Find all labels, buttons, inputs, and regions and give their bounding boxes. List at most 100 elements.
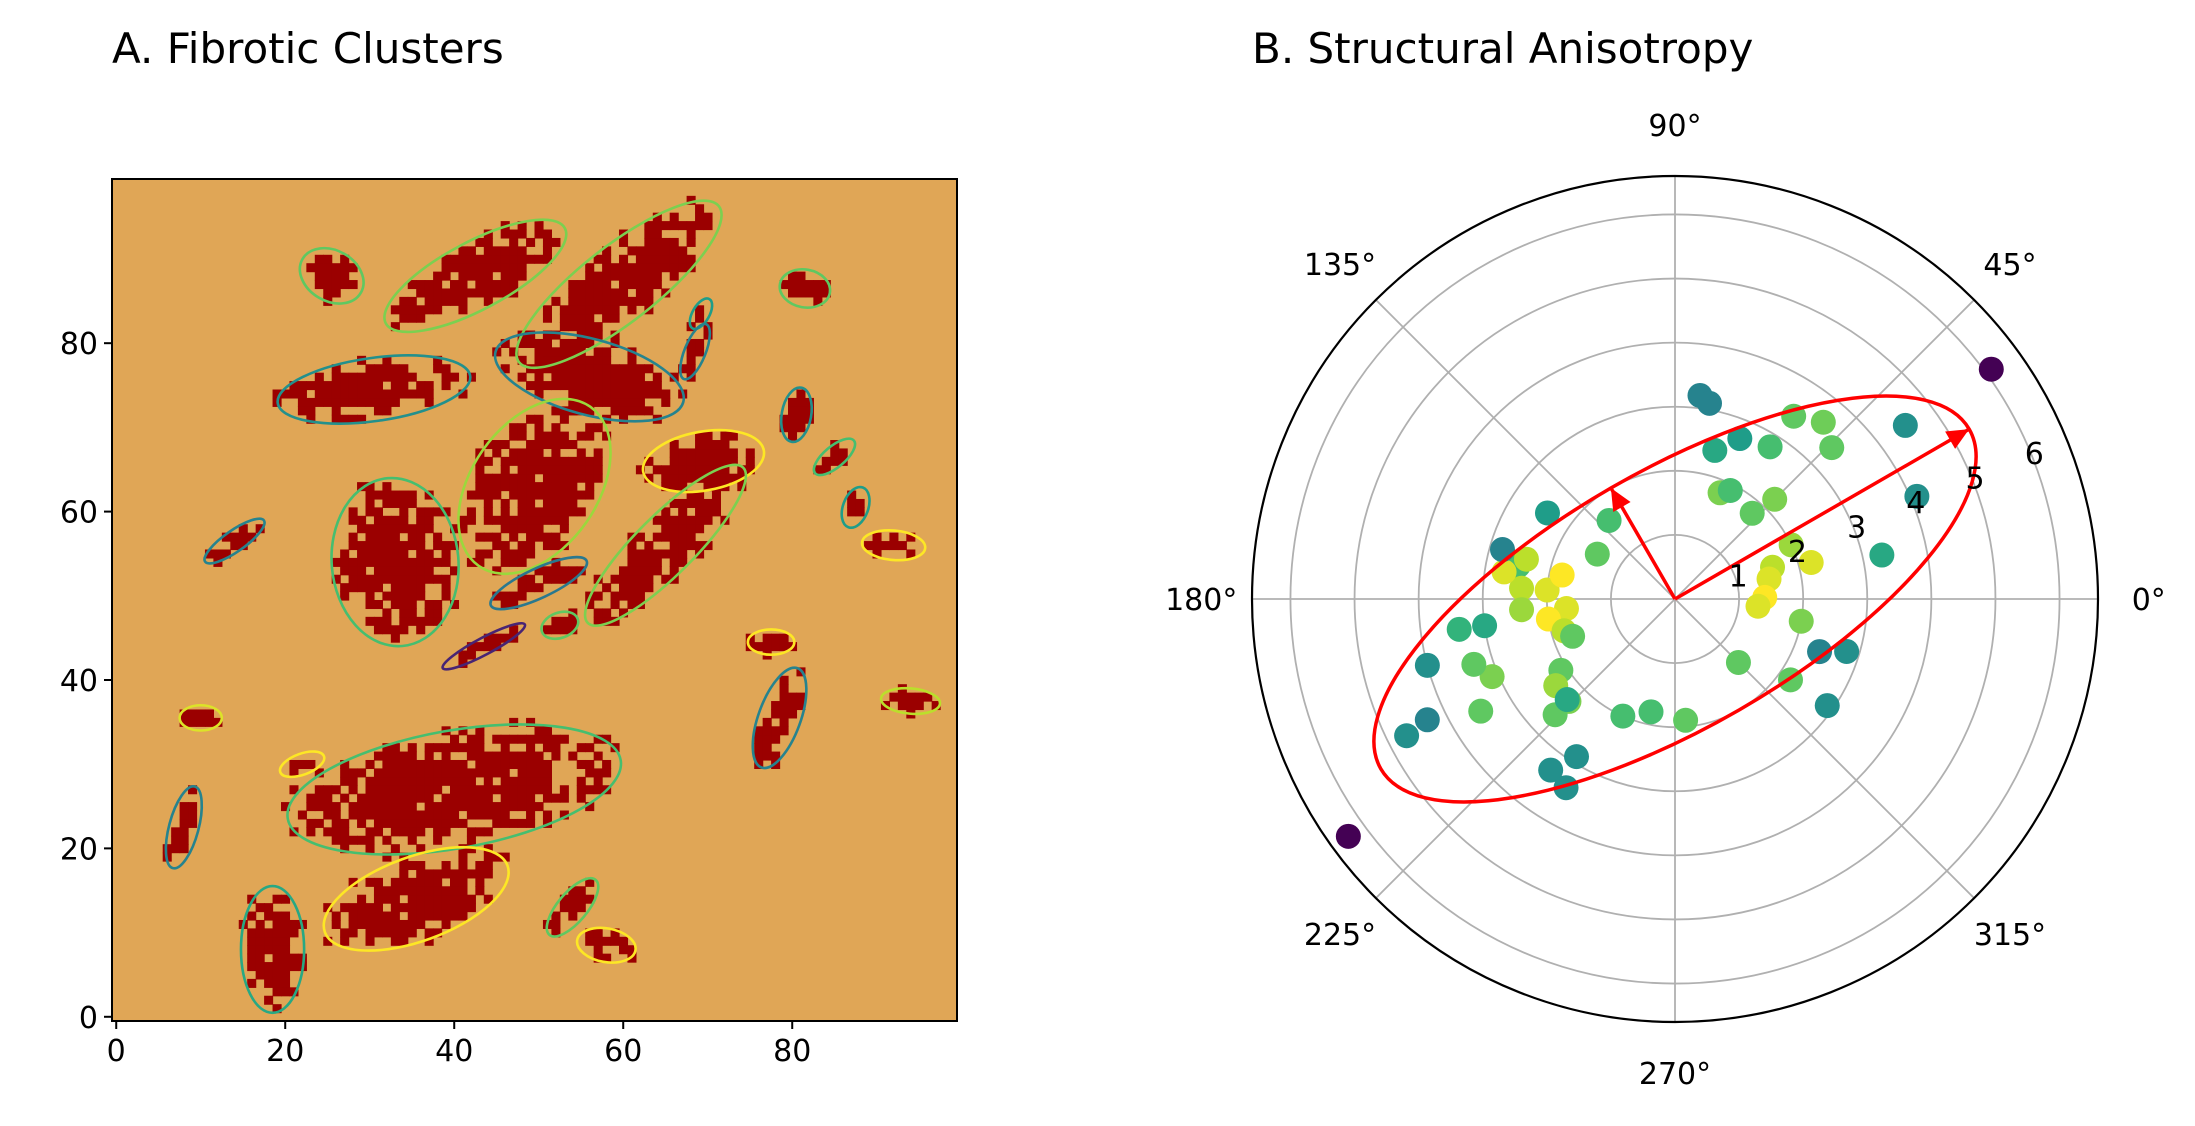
fibrosis-cell <box>576 886 586 896</box>
fibrosis-cell <box>500 759 510 769</box>
fibrosis-cell <box>669 212 679 222</box>
fibrosis-cell <box>517 431 527 441</box>
fibrosis-cell <box>458 886 468 896</box>
fibrosis-cell <box>500 802 510 812</box>
fibrosis-cell <box>661 482 671 492</box>
fibrosis-cell <box>585 928 595 938</box>
fibrosis-cell <box>619 280 629 290</box>
fibrosis-cell <box>551 237 561 247</box>
fibrosis-cell <box>458 894 468 904</box>
fibrosis-cell <box>407 928 417 938</box>
fibrosis-cell <box>669 473 679 483</box>
fibrosis-cell <box>450 877 460 887</box>
fibrosis-cell <box>568 465 578 475</box>
fibrosis-cell <box>416 566 426 576</box>
fibrosis-cell <box>619 397 629 407</box>
fibrosis-cell <box>517 372 527 382</box>
fibrosis-cell <box>686 195 696 205</box>
fibrosis-cell <box>788 692 798 702</box>
fibrosis-cell <box>500 793 510 803</box>
fibrosis-cell <box>492 591 502 601</box>
fibrosis-cell <box>357 793 367 803</box>
fibrosis-cell <box>602 280 612 290</box>
fibrosis-cell <box>492 633 502 643</box>
fibrosis-cell <box>534 524 544 534</box>
fibrosis-cell <box>593 423 603 433</box>
fibrosis-cell <box>314 372 324 382</box>
fibrosis-cell <box>373 372 383 382</box>
fibrosis-cell <box>661 221 671 231</box>
fibrosis-cell <box>880 541 890 551</box>
fibrosis-cell <box>652 549 662 559</box>
fibrosis-cell <box>559 894 569 904</box>
fibrosis-cell <box>424 549 434 559</box>
fibrosis-cell <box>390 498 400 508</box>
fibrosis-cell <box>441 288 451 298</box>
fibrosis-cell <box>559 785 569 795</box>
fibrosis-cell <box>644 280 654 290</box>
fibrosis-cell <box>179 818 189 828</box>
scatter-point <box>1509 575 1535 601</box>
fibrosis-cell <box>390 810 400 820</box>
fibrosis-cell <box>551 919 561 929</box>
fibrosis-cell <box>450 894 460 904</box>
fibrosis-cell <box>365 844 375 854</box>
fibrosis-cell <box>779 692 789 702</box>
fibrosis-cell <box>331 364 341 374</box>
fibrosis-cell <box>669 246 679 256</box>
fibrosis-cell <box>796 397 806 407</box>
fibrosis-cell <box>627 541 637 551</box>
fibrosis-cell <box>576 322 586 332</box>
fibrosis-cell <box>306 414 316 424</box>
fibrosis-cell <box>483 861 493 871</box>
fibrosis-cell <box>619 574 629 584</box>
cluster-ellipse <box>779 386 814 444</box>
fibrosis-cell <box>441 802 451 812</box>
fibrosis-cell <box>796 423 806 433</box>
fibrosis-cell <box>390 566 400 576</box>
theta-tick-label: 0° <box>2132 583 2166 618</box>
fibrosis-cell <box>331 827 341 837</box>
fibrosis-cell <box>450 288 460 298</box>
fibrosis-cell <box>348 919 358 929</box>
fibrosis-cell <box>365 785 375 795</box>
fibrosis-cell <box>644 288 654 298</box>
fibrosis-cell <box>788 423 798 433</box>
fibrosis-cell <box>475 793 485 803</box>
fibrosis-cell <box>399 490 409 500</box>
scatter-point <box>1489 537 1515 563</box>
fibrosis-cell <box>466 751 476 761</box>
fibrosis-cell <box>331 835 341 845</box>
fibrosis-cell <box>458 389 468 399</box>
fibrosis-cell <box>779 717 789 727</box>
cluster-ellipse <box>298 246 365 305</box>
fibrosis-cell <box>619 381 629 391</box>
fibrosis-cell <box>627 591 637 601</box>
fibrosis-cell <box>407 296 417 306</box>
fibrosis-cell <box>281 936 291 946</box>
fibrosis-cell <box>534 254 544 264</box>
fibrosis-cell <box>399 305 409 315</box>
fibrosis-cell <box>483 793 493 803</box>
fibrosis-cell <box>678 482 688 492</box>
fibrosis-cell <box>188 717 198 727</box>
fibrosis-cell <box>500 549 510 559</box>
fibrosis-cell <box>441 751 451 761</box>
fibrosis-cell <box>534 423 544 433</box>
fibrosis-cell <box>458 271 468 281</box>
fibrosis-cell <box>576 364 586 374</box>
fibrosis-cell <box>542 498 552 508</box>
fibrosis-cell <box>450 280 460 290</box>
fibrosis-cell <box>466 835 476 845</box>
fibrosis-cell <box>399 861 409 871</box>
fibrosis-cell <box>703 456 713 466</box>
fibrosis-cell <box>534 583 544 593</box>
fibrosis-cell <box>711 490 721 500</box>
fibrosis-cell <box>568 355 578 365</box>
fibrosis-cell <box>678 498 688 508</box>
fibrosis-cell <box>551 507 561 517</box>
fibrosis-cell <box>390 903 400 913</box>
scatter-points <box>1335 356 2004 849</box>
fibrosis-cell <box>542 726 552 736</box>
fibrosis-cell <box>500 465 510 475</box>
